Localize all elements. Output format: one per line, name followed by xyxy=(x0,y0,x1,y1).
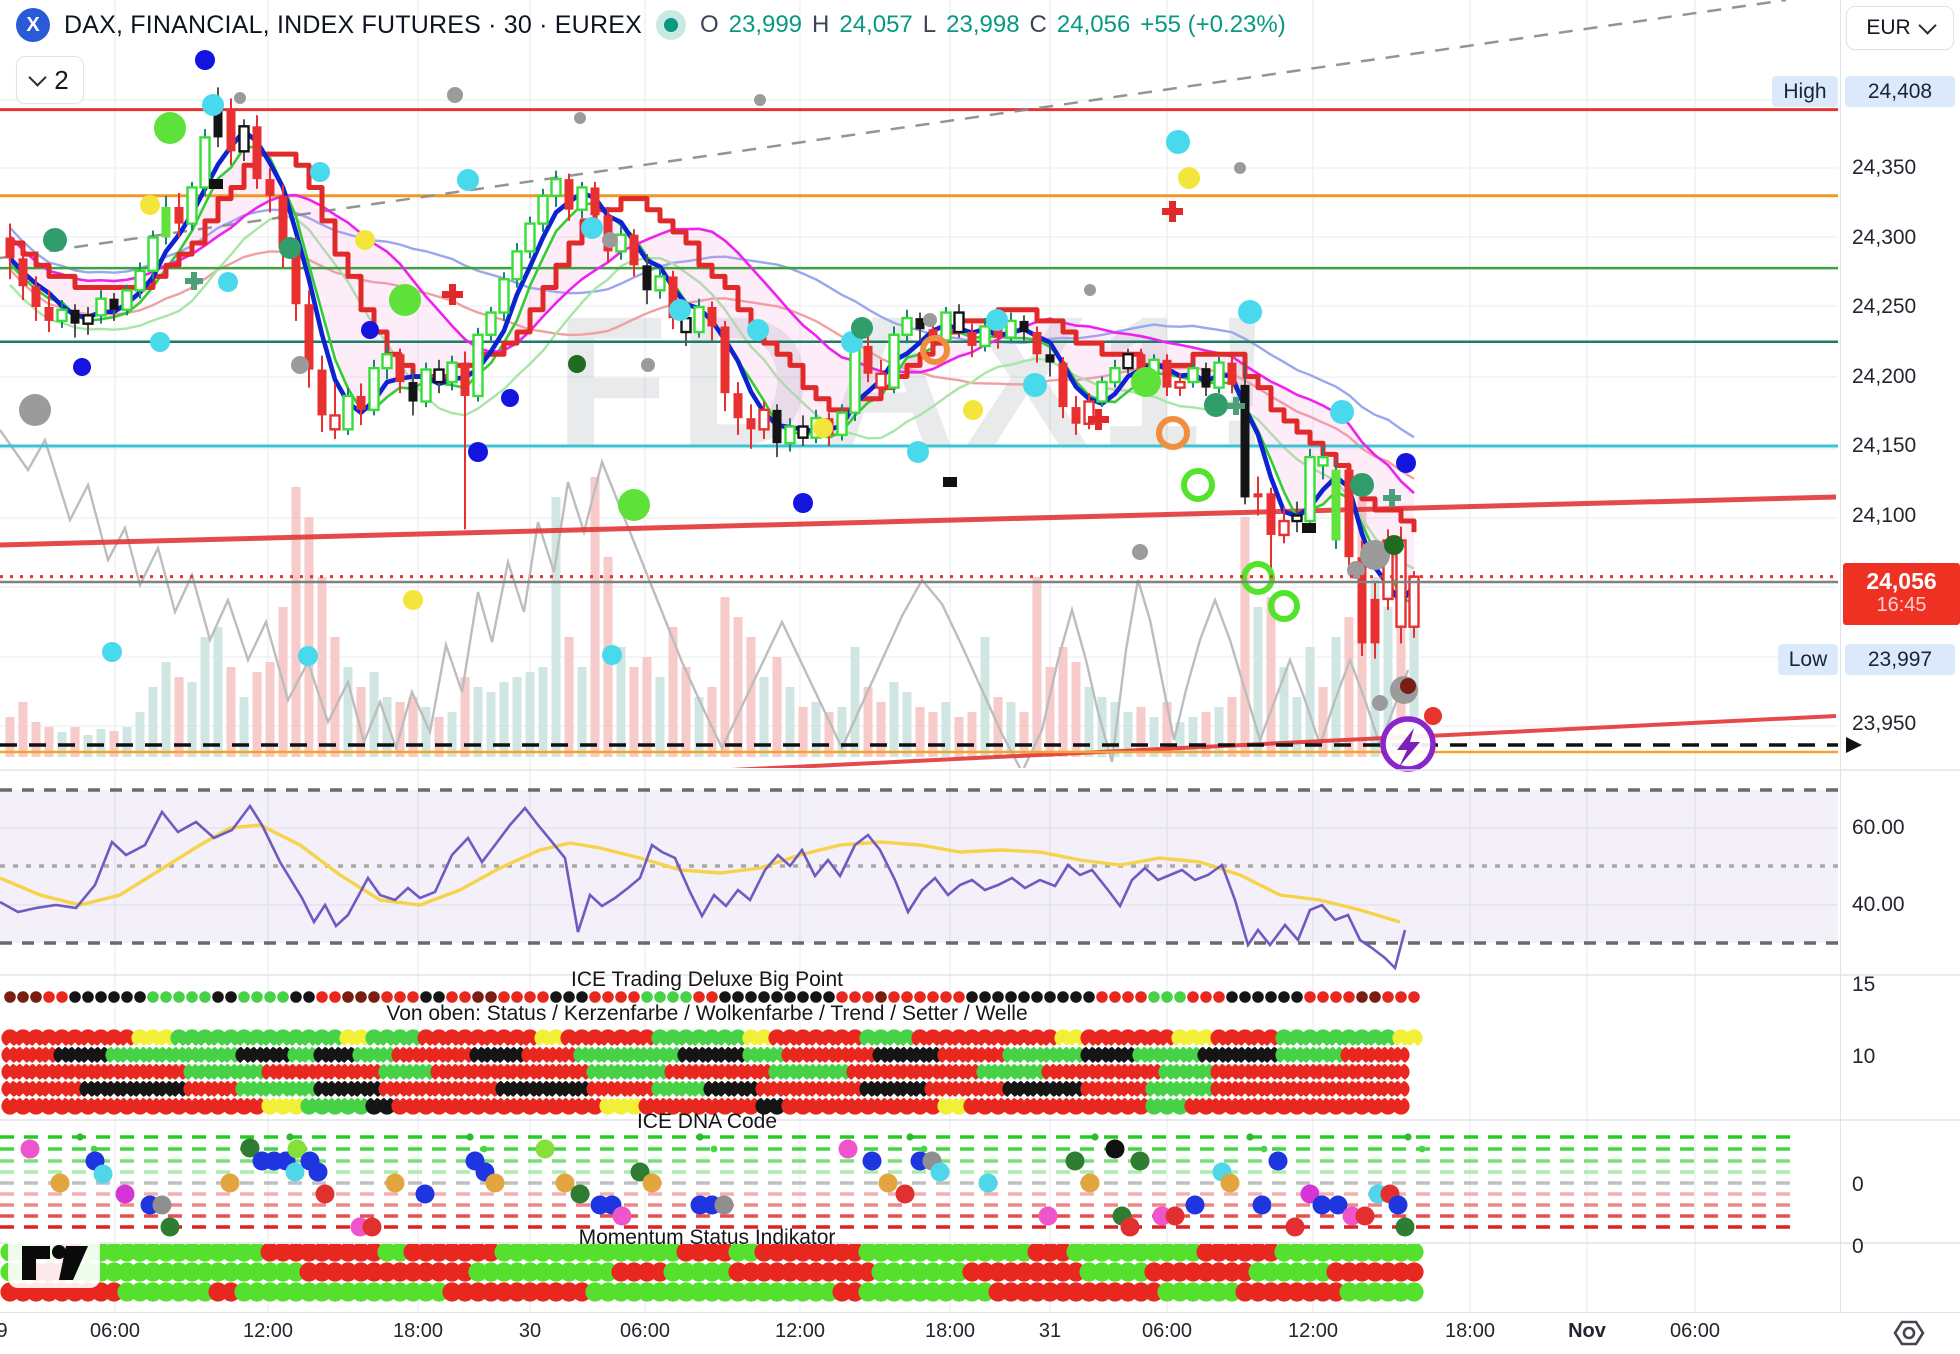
open-value: 23,999 xyxy=(728,11,803,38)
dna-pane-title: ICE DNA Code xyxy=(636,1110,778,1133)
time-axis-border xyxy=(0,1312,1960,1313)
chevron-down-icon xyxy=(28,68,47,87)
change-value: +55 (+0.23%) xyxy=(1140,11,1286,38)
tradingview-logo[interactable] xyxy=(8,1236,100,1290)
low-label: L xyxy=(922,11,937,38)
price-tick: 23,950 xyxy=(1852,712,1917,735)
volume-bars xyxy=(5,477,1419,757)
lightning-badge xyxy=(1380,707,1442,772)
pane-scale-tick: 0 xyxy=(1852,1173,1864,1196)
high-badge-value: 24,408 xyxy=(1845,76,1955,107)
chevron-down-icon xyxy=(1917,16,1937,35)
time-tick: 06:00 xyxy=(1669,1320,1721,1342)
ohlc-readout: O 23,999 H 24,057 L 23,998 C 24,056 +55 … xyxy=(700,11,1286,39)
currency-label: EUR xyxy=(1866,16,1911,39)
market-status-icon xyxy=(655,10,686,40)
time-tick: 18:00 xyxy=(1444,1320,1496,1342)
low-badge-label: Low xyxy=(1778,644,1838,675)
high-badge-label: High xyxy=(1772,76,1838,107)
price-tick: 24,150 xyxy=(1852,434,1917,457)
high-label: H xyxy=(812,11,830,38)
time-tick: 12:00 xyxy=(1287,1320,1339,1342)
time-tick: 06:00 xyxy=(1141,1320,1193,1342)
time-tick: 06:00 xyxy=(89,1320,141,1342)
gridlines xyxy=(0,0,1838,1312)
time-tick: 18:00 xyxy=(392,1320,444,1342)
time-tick: 9 xyxy=(0,1320,8,1342)
low-value: 23,998 xyxy=(946,11,1020,38)
pane-scale-tick: 60.00 xyxy=(1852,816,1905,839)
candlesticks[interactable] xyxy=(5,87,1420,659)
currency-button[interactable]: EUR xyxy=(1846,6,1954,50)
price-tick: 24,300 xyxy=(1852,225,1917,249)
indicator-count: 2 xyxy=(54,64,69,95)
pane-scale-tick: 40.00 xyxy=(1852,893,1905,916)
time-tick: Nov xyxy=(1568,1320,1606,1342)
high-value: 24,057 xyxy=(839,11,913,38)
momentum-pane xyxy=(0,1244,1424,1302)
symbol-logo-icon[interactable]: X xyxy=(16,8,50,42)
price-axis-border xyxy=(1840,0,1841,1312)
pane-scale-tick: 15 xyxy=(1852,973,1876,996)
signal-dots xyxy=(19,50,1418,711)
ice-pane xyxy=(1,991,1423,1115)
pane-scale-tick: 0 xyxy=(1852,1235,1864,1258)
pane-separators xyxy=(0,769,1960,1244)
close-value: 24,056 xyxy=(1056,11,1131,38)
open-label: O xyxy=(699,11,719,38)
last-price-time: 16:45 xyxy=(1876,594,1927,617)
ice-pane-title: ICE Trading Deluxe Big Point xyxy=(571,968,843,991)
collapse-indicators-button[interactable]: 2 xyxy=(16,56,84,104)
low-badge-value: 23,997 xyxy=(1845,644,1955,675)
ice-pane-subtitle: Von oben: Status / Kerzenfarbe / Wolkenf… xyxy=(386,1002,1028,1025)
bottom-lines xyxy=(0,575,1862,754)
dna-pane xyxy=(0,1133,1790,1237)
zigzag-line xyxy=(0,429,1410,768)
time-tick: 18:00 xyxy=(924,1320,976,1342)
chart-header: X DAX, FINANCIAL, INDEX FUTURES · 30 · E… xyxy=(16,8,1286,42)
time-tick: 30 xyxy=(518,1320,542,1342)
time-tick: 06:00 xyxy=(619,1320,671,1342)
time-tick: 12:00 xyxy=(242,1320,294,1342)
rsi-pane xyxy=(0,788,1838,971)
gear-icon[interactable] xyxy=(1890,1318,1932,1350)
pane-scale-tick: 10 xyxy=(1852,1045,1876,1068)
price-tick: 24,350 xyxy=(1852,156,1917,179)
momentum-pane-title: Momentum Status Indikator xyxy=(578,1226,836,1249)
price-tick: 24,200 xyxy=(1852,364,1917,388)
symbol-title[interactable]: DAX, FINANCIAL, INDEX FUTURES · 30 · EUR… xyxy=(64,10,642,39)
last-price-value: 24,056 xyxy=(1866,568,1937,594)
price-tick: 24,250 xyxy=(1852,295,1917,318)
time-tick: 31 xyxy=(1038,1320,1062,1342)
price-tick: 24,100 xyxy=(1852,503,1917,527)
time-tick: 12:00 xyxy=(774,1320,826,1342)
last-price-box: 24,056 16:45 xyxy=(1843,563,1960,625)
close-label: C xyxy=(1029,11,1047,38)
